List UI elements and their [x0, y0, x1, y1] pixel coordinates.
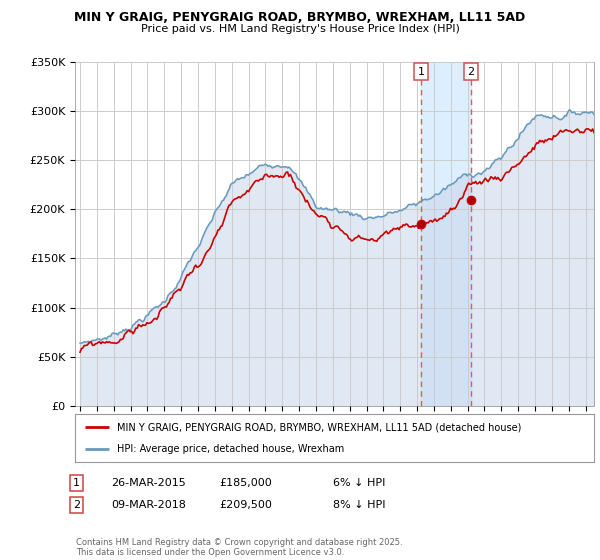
Text: Contains HM Land Registry data © Crown copyright and database right 2025.
This d: Contains HM Land Registry data © Crown c… — [76, 538, 403, 557]
Text: 2: 2 — [467, 67, 475, 77]
Text: MIN Y GRAIG, PENYGRAIG ROAD, BRYMBO, WREXHAM, LL11 5AD (detached house): MIN Y GRAIG, PENYGRAIG ROAD, BRYMBO, WRE… — [116, 422, 521, 432]
Text: £185,000: £185,000 — [219, 478, 272, 488]
Text: Price paid vs. HM Land Registry's House Price Index (HPI): Price paid vs. HM Land Registry's House … — [140, 24, 460, 34]
Text: 8% ↓ HPI: 8% ↓ HPI — [333, 500, 386, 510]
Text: 1: 1 — [418, 67, 424, 77]
Text: 26-MAR-2015: 26-MAR-2015 — [111, 478, 186, 488]
Text: £209,500: £209,500 — [219, 500, 272, 510]
Text: 09-MAR-2018: 09-MAR-2018 — [111, 500, 186, 510]
Text: HPI: Average price, detached house, Wrexham: HPI: Average price, detached house, Wrex… — [116, 444, 344, 454]
Text: 1: 1 — [73, 478, 80, 488]
Text: MIN Y GRAIG, PENYGRAIG ROAD, BRYMBO, WREXHAM, LL11 5AD: MIN Y GRAIG, PENYGRAIG ROAD, BRYMBO, WRE… — [74, 11, 526, 24]
Text: 6% ↓ HPI: 6% ↓ HPI — [333, 478, 385, 488]
Text: 2: 2 — [73, 500, 80, 510]
Bar — [421, 62, 471, 406]
